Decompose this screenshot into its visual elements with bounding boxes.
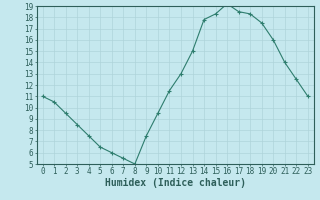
X-axis label: Humidex (Indice chaleur): Humidex (Indice chaleur) — [105, 178, 246, 188]
